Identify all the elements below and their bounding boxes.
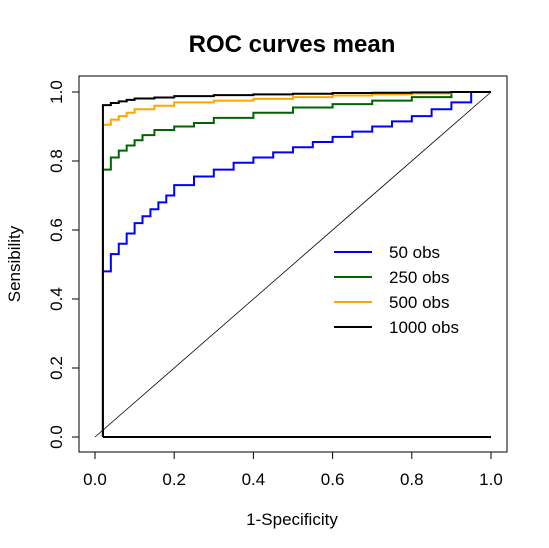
legend-label: 50 obs [389, 243, 440, 262]
y-tick-label: 0.2 [47, 356, 66, 380]
y-tick-label: 0.0 [47, 425, 66, 449]
roc-curve-500-obs [101, 91, 491, 437]
legend-label: 500 obs [389, 293, 450, 312]
legend-label: 1000 obs [389, 318, 459, 337]
roc-curve-250-obs [101, 91, 491, 437]
legend-label: 250 obs [389, 268, 450, 287]
x-axis: 0.0 0.2 0.4 0.6 0.8 1.0 [83, 451, 503, 489]
y-tick-label: 0.4 [47, 287, 66, 311]
roc-curve-50-obs [101, 91, 491, 437]
y-tick-label: 0.6 [47, 218, 66, 242]
plot-area [94, 91, 492, 438]
x-tick-label: 0.2 [162, 470, 186, 489]
y-axis-label: Sensibility [5, 225, 24, 302]
x-axis-label: 1-Specificity [246, 510, 338, 529]
reference-diagonal-line [94, 91, 492, 438]
y-tick-label: 0.8 [47, 149, 66, 173]
x-tick-label: 1.0 [479, 470, 503, 489]
x-tick-label: 0.8 [400, 470, 424, 489]
y-axis: 0.0 0.2 0.4 0.6 0.8 1.0 [47, 80, 80, 449]
legend: 50 obs 250 obs 500 obs 1000 obs [334, 243, 459, 337]
roc-curve-1000-obs [101, 91, 491, 437]
x-tick-label: 0.6 [321, 470, 345, 489]
chart-title: ROC curves mean [189, 31, 396, 58]
y-tick-label: 1.0 [47, 80, 66, 104]
x-tick-label: 0.4 [242, 470, 266, 489]
x-tick-label: 0.0 [83, 470, 107, 489]
